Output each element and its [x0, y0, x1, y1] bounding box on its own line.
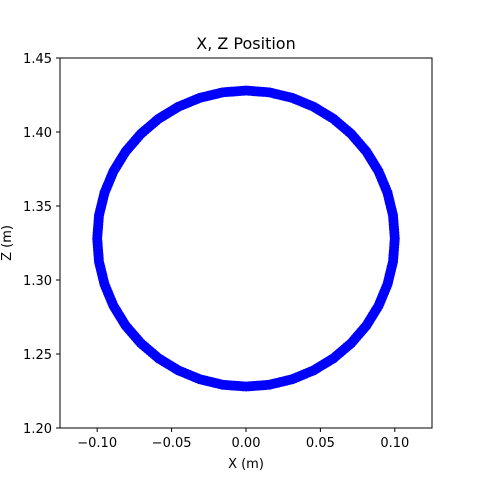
x-tick-label: 0.00	[232, 436, 261, 451]
y-tick-label: 1.45	[23, 52, 52, 67]
x-tick-label: 0.10	[380, 436, 409, 451]
chart-title: X, Z Position	[196, 34, 295, 53]
data-layer	[92, 85, 400, 392]
y-tick-label: 1.40	[23, 126, 52, 141]
y-tick-label: 1.20	[23, 422, 52, 437]
y-tick-label: 1.35	[23, 200, 52, 215]
x-axis-ticks: −0.10 −0.05 0.00 0.05 0.10	[77, 428, 409, 451]
y-axis-ticks: 1.20 1.25 1.30 1.35 1.40 1.45	[23, 52, 60, 437]
x-tick-label: 0.05	[306, 436, 335, 451]
y-tick-label: 1.30	[23, 274, 52, 289]
plot-frame	[59, 57, 433, 429]
data-point	[238, 85, 249, 96]
y-tick-label: 1.25	[23, 348, 52, 363]
x-tick-label: −0.05	[152, 436, 192, 451]
x-axis-label: X (m)	[228, 457, 264, 472]
y-axis-label: Z (m)	[0, 225, 15, 261]
x-tick-label: −0.10	[77, 436, 117, 451]
